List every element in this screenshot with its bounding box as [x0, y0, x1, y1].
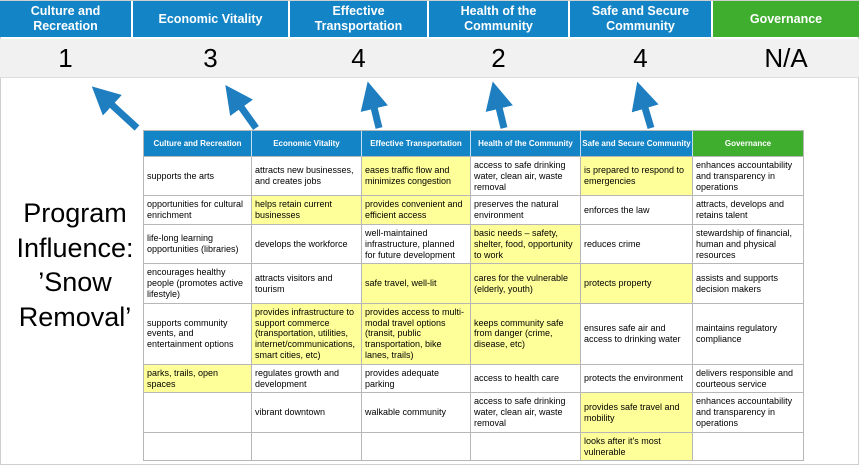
matrix-cell-r5c3: provides access to multi-modal travel op… [362, 303, 471, 365]
matrix-cell-r6c3: provides adequate parking [362, 364, 471, 394]
matrix-header-4: Health of the Community [471, 131, 581, 157]
arrows-overlay [91, 81, 659, 131]
matrix-cell-r8c2 [252, 432, 362, 462]
program-influence-label: Program Influence: ’Snow Removal’ [16, 198, 134, 332]
matrix-cell-r3c4: basic needs – safety, shelter, food, opp… [471, 224, 581, 265]
influence-matrix: Culture and Recreation Economic Vitality E… [143, 130, 804, 462]
matrix-cell-r3c3: well-maintained infrastructure, planned … [362, 224, 471, 265]
matrix-cell-r7c2: vibrant downtown [252, 393, 362, 433]
matrix-cell-r8c5: looks after it's most vulnerable [581, 432, 693, 462]
summary-score-1: 1 [58, 42, 73, 73]
matrix-cell-r8c6 [693, 432, 804, 462]
arrow-icon [225, 85, 259, 131]
matrix-cell-r2c6: attracts, develops and retains talent [693, 196, 804, 225]
summary-header-row: Culture and Recreation Economic Vitality E… [0, 1, 859, 37]
matrix-cell-r8c3 [362, 432, 471, 462]
matrix-cell-r8c1 [144, 432, 252, 462]
arrow-icon [631, 81, 659, 129]
matrix-header-1: Culture and Recreation [144, 131, 252, 157]
matrix-cell-r1c2: attracts new businesses, and creates job… [252, 157, 362, 197]
summary-score-5: 4 [633, 42, 648, 73]
matrix-cell-r1c3: eases traffic flow and minimizes congest… [362, 157, 471, 197]
matrix-cell-r3c6: stewardship of financial, human and phys… [693, 224, 804, 265]
summary-score-4: 2 [491, 42, 506, 73]
matrix-cell-r8c4 [471, 432, 581, 462]
matrix-cell-r2c5: enforces the law [581, 196, 693, 225]
summary-header-3: Effective Transportation [290, 1, 427, 37]
arrow-icon [485, 81, 513, 129]
matrix-cell-r2c3: provides convenient and efficient access [362, 196, 471, 225]
matrix-cell-r5c4: keeps community safe from danger (crime,… [471, 303, 581, 365]
matrix-cell-r1c4: access to safe drinking water, clean air… [471, 157, 581, 197]
summary-header-1: Culture and Recreation [0, 1, 131, 37]
matrix-header-3: Effective Transportation [362, 131, 471, 157]
matrix-cell-r2c1: opportunities for cultural enrichment [144, 196, 252, 225]
arrow-icon [91, 86, 140, 131]
matrix-cell-r6c5: protects the environment [581, 364, 693, 394]
matrix-cell-r1c5: is prepared to respond to emergencies [581, 157, 693, 197]
matrix-cell-r3c2: develops the workforce [252, 224, 362, 265]
matrix-cell-r7c5: provides safe travel and mobility [581, 393, 693, 433]
matrix-cell-r5c5: ensures safe air and access to drinking … [581, 303, 693, 365]
arrow-icon [360, 81, 388, 129]
summary-header-6: Governance [713, 1, 859, 37]
matrix-cell-r6c1: parks, trails, open spaces [144, 364, 252, 394]
matrix-cell-r1c6: enhances accountability and transparency… [693, 157, 804, 197]
matrix-cell-r7c6: enhances accountability and transparency… [693, 393, 804, 433]
matrix-header-2: Economic Vitality [252, 131, 362, 157]
matrix-cell-r5c2: provides infrastructure to support comme… [252, 303, 362, 365]
summary-header-5: Safe and Secure Community [570, 1, 711, 37]
matrix-cell-r4c4: cares for the vulnerable (elderly, youth… [471, 264, 581, 304]
matrix-cell-r3c5: reduces crime [581, 224, 693, 265]
summary-score-row: 1 3 4 2 4 N/A [0, 39, 859, 78]
summary-score-6: N/A [764, 42, 808, 73]
matrix-cell-r4c2: attracts visitors and tourism [252, 264, 362, 304]
matrix-cell-r2c4: preserves the natural environment [471, 196, 581, 225]
matrix-cell-r4c3: safe travel, well-lit [362, 264, 471, 304]
matrix-header-6: Governance [693, 131, 804, 157]
summary-header-4: Health of the Community [429, 1, 568, 37]
matrix-cell-r4c1: encourages healthy people (promotes acti… [144, 264, 252, 304]
matrix-header-5: Safe and Secure Community [581, 131, 693, 157]
matrix-cell-r4c5: protects property [581, 264, 693, 304]
matrix-cell-r6c6: delivers responsible and courteous servi… [693, 364, 804, 394]
matrix-cell-r4c6: assists and supports decision makers [693, 264, 804, 304]
matrix-cell-r6c4: access to health care [471, 364, 581, 394]
summary-header-2: Economic Vitality [133, 1, 288, 37]
summary-score-3: 4 [351, 42, 366, 73]
matrix-cell-r5c1: supports community events, and entertain… [144, 303, 252, 365]
matrix-cell-r1c1: supports the arts [144, 157, 252, 197]
matrix-cell-r6c2: regulates growth and development [252, 364, 362, 394]
matrix-cell-r2c2: helps retain current businesses [252, 196, 362, 225]
matrix-cell-r5c6: maintains regulatory compliance [693, 303, 804, 365]
matrix-cell-r7c1 [144, 393, 252, 433]
matrix-cell-r3c1: life-long learning opportunities (librar… [144, 224, 252, 265]
summary-score-2: 3 [203, 42, 218, 73]
matrix-cell-r7c3: walkable community [362, 393, 471, 433]
matrix-cell-r7c4: access to safe drinking water, clean air… [471, 393, 581, 433]
